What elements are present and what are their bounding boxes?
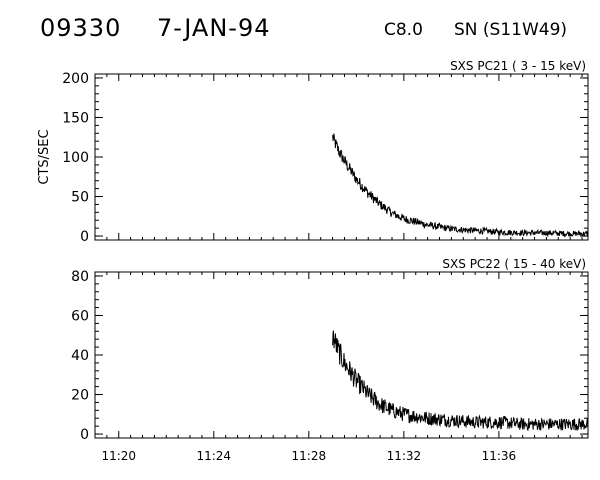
y-tick-label: 80 [71, 269, 89, 285]
y-tick-label: 50 [71, 190, 89, 206]
y-tick-label: 40 [71, 348, 89, 364]
series-line [332, 133, 589, 238]
header: 09330 7-JAN-94 C8.0 SN (S11W49) [0, 0, 600, 60]
panel-title: SXS PC21 ( 3 - 15 keV) [450, 59, 586, 73]
x-tick-label: 11:36 [482, 449, 517, 463]
panel-2: 11:20 11:24 11:28 11:32 11:36 0 20 40 60 80 SXS PC… [71, 257, 589, 463]
x-tick-label: 11:28 [292, 449, 327, 463]
x-minor-ticks [94, 74, 583, 240]
y-axis-label: CTS/SEC [37, 129, 52, 184]
y-tick-label: 200 [62, 71, 89, 87]
y-tick-label: 20 [71, 388, 89, 404]
flare-class: C8.0 [384, 20, 423, 40]
x-tick-label: 11:24 [196, 449, 231, 463]
y-tick-label: 100 [62, 150, 89, 166]
y-tick-label: 0 [80, 229, 89, 245]
series-line [332, 330, 589, 432]
x-minor-ticks [94, 272, 583, 438]
y-tick-label: 0 [80, 427, 89, 443]
x-tick-label: 11:32 [387, 449, 422, 463]
x-tick-label: 11:20 [101, 449, 136, 463]
panel-title: SXS PC22 ( 15 - 40 keV) [442, 257, 586, 271]
y-tick-label: 150 [62, 110, 89, 126]
flare-location: SN (S11W49) [454, 20, 568, 40]
y-tick-label: 60 [71, 308, 89, 324]
event-date: 7-JAN-94 [157, 14, 271, 42]
panel-1: 0 50 100 150 200 SXS PC21 ( 3 - 15 keV) CTS/SE… [37, 59, 589, 245]
event-id: 09330 [40, 14, 122, 42]
